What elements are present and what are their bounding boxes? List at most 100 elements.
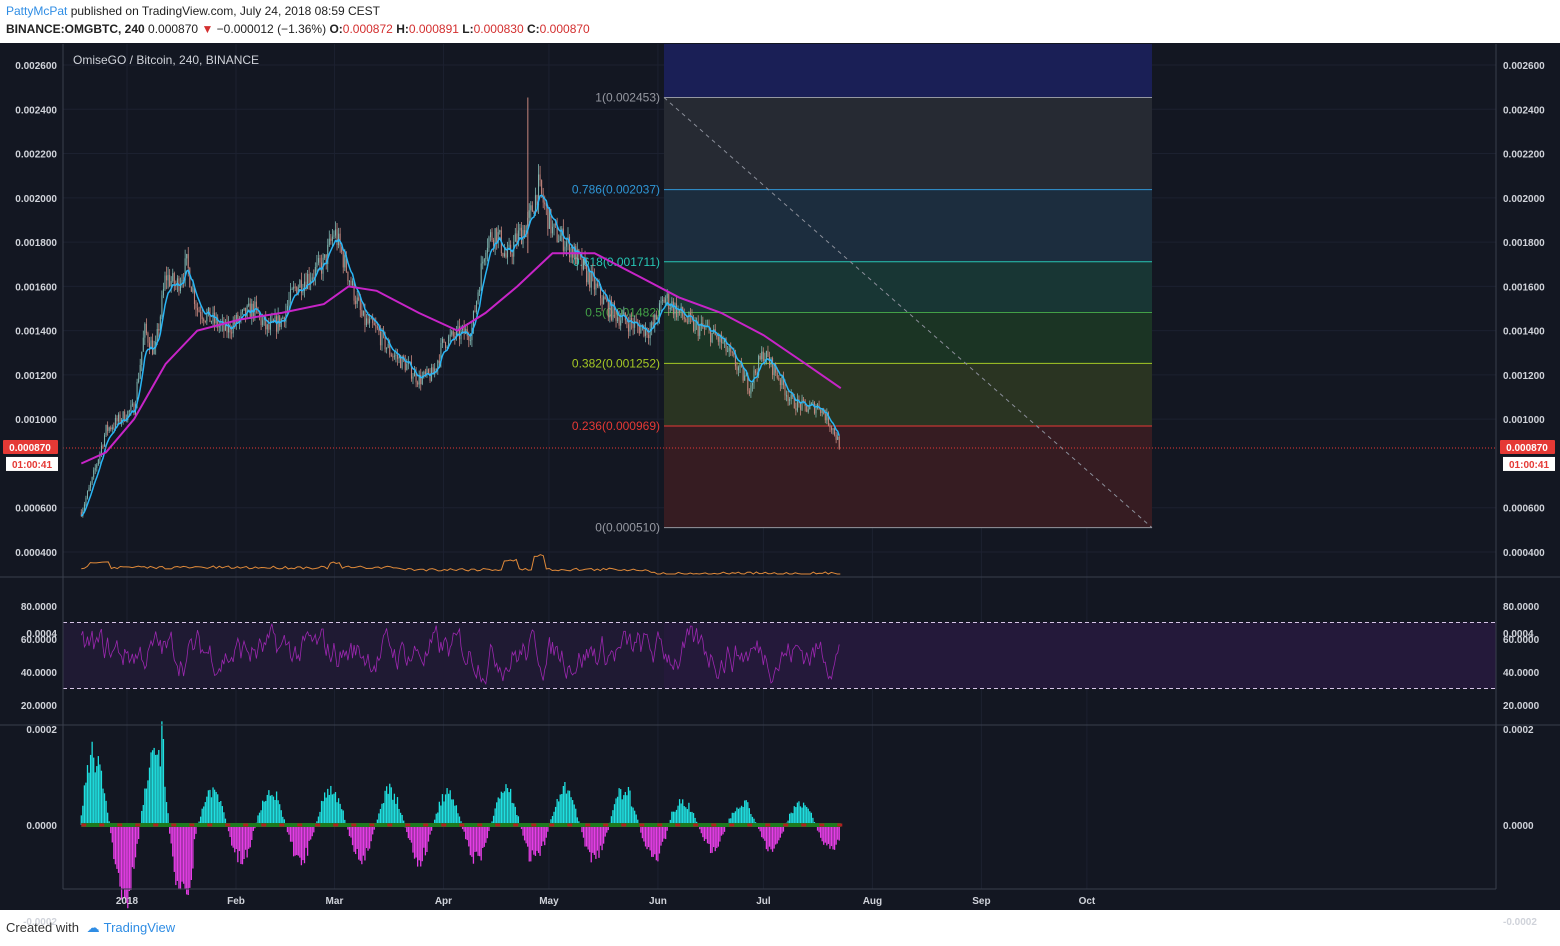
candle-body: [212, 312, 214, 322]
candle-body: [224, 321, 226, 331]
candle-body: [426, 369, 428, 375]
candle-body: [685, 318, 687, 322]
candle-body: [412, 376, 414, 379]
y-tick-left-0: 0.002600: [15, 61, 57, 72]
x-tick-5: Jun: [649, 896, 667, 907]
candle-body: [319, 258, 321, 263]
candle-body: [110, 427, 112, 430]
y-tick-left-9: 0.000600: [15, 504, 57, 515]
rsi-pane[interactable]: [63, 622, 1496, 689]
rsi-tick-right-3: 20.0000: [1503, 701, 1540, 712]
osc-tick-right-0: 0.0004: [1503, 629, 1534, 640]
tradingview-logo-icon[interactable]: ☁: [86, 920, 100, 935]
candle-body: [358, 297, 360, 301]
candle-body: [497, 232, 499, 243]
candle-body: [528, 210, 530, 218]
candle-body: [564, 246, 566, 251]
candle-body: [603, 296, 605, 304]
fib-zone-4: [664, 363, 1152, 427]
candle-body: [765, 350, 767, 360]
candle-body: [203, 319, 205, 321]
candle-body: [367, 318, 369, 324]
price-badge-bg-1: [1500, 439, 1555, 454]
candle-body: [299, 280, 301, 288]
candle-body: [496, 228, 498, 243]
candle-body: [593, 274, 595, 290]
candle-body: [710, 328, 712, 343]
tradingview-link[interactable]: TradingView: [103, 920, 176, 935]
oscillator-pane[interactable]: [80, 721, 843, 909]
candle-body: [479, 290, 481, 293]
candle-body: [111, 427, 113, 430]
candle-body: [838, 436, 840, 449]
candle-body: [581, 255, 583, 270]
countdown-bg-0: [6, 456, 58, 471]
candle-body: [750, 385, 752, 394]
candle-body: [489, 232, 491, 238]
candle-body: [350, 280, 352, 286]
candle-body: [530, 205, 532, 211]
candle-body: [598, 285, 600, 287]
candle-body: [184, 258, 186, 281]
candle-body: [832, 428, 834, 431]
fib-upper-zone: [664, 44, 1152, 98]
candle-body: [441, 338, 443, 343]
candle-body: [173, 273, 175, 286]
candle-body: [507, 248, 509, 258]
candle-body: [90, 483, 92, 488]
candle-body: [432, 367, 434, 375]
candle-body: [153, 347, 155, 355]
candle-body: [352, 280, 354, 286]
candle-body: [207, 307, 209, 314]
candle-body: [474, 310, 476, 312]
candle-body: [764, 359, 766, 362]
fibonacci-retracement[interactable]: 1(0.002453) 0.786(0.002037) 0.618(0.001711…: [572, 44, 1153, 535]
candle-body: [345, 255, 347, 272]
candle-body: [573, 246, 575, 258]
candle-body: [210, 321, 212, 323]
candle-body: [336, 229, 338, 246]
last-price: 0.000870: [148, 22, 199, 36]
candle-body: [237, 314, 239, 323]
candle-body: [725, 338, 727, 352]
candle-body: [503, 253, 505, 257]
candle-body: [415, 371, 417, 383]
candle-body: [296, 286, 298, 294]
candle-body: [379, 331, 381, 346]
candle-body: [672, 301, 674, 315]
candle-body: [263, 317, 265, 321]
candle-body: [755, 370, 757, 374]
y-tick-left-2: 0.002200: [15, 150, 57, 161]
candle-body: [508, 244, 510, 249]
candle-body: [541, 180, 543, 194]
candle-body: [248, 303, 250, 306]
candle-body: [166, 275, 168, 281]
candle-body: [820, 409, 822, 413]
candle-body: [618, 317, 620, 326]
candle-body: [317, 258, 319, 263]
candle-body: [699, 326, 701, 336]
author-link[interactable]: PattyMcPat: [6, 4, 68, 18]
candle-body: [105, 424, 107, 436]
x-tick-6: Jul: [756, 896, 771, 907]
candle-body: [458, 326, 460, 340]
candle-body: [762, 351, 764, 362]
candle-body: [469, 340, 471, 342]
candle-body: [720, 335, 722, 343]
osc-tick-right-3: -0.0002: [1503, 917, 1537, 928]
candle-body: [369, 319, 371, 324]
candle-body: [204, 320, 206, 322]
candle-body: [373, 323, 375, 326]
candle-body: [753, 370, 755, 383]
candle-body: [375, 325, 377, 327]
candle-body: [806, 405, 808, 412]
candle-body: [192, 287, 194, 292]
candle-body: [167, 274, 169, 281]
rsi-tick-right-0: 80.0000: [1503, 602, 1540, 613]
candle-body: [582, 258, 584, 270]
candle-body: [113, 427, 115, 429]
candle-body: [311, 277, 313, 281]
y-tick-left-5: 0.001600: [15, 282, 57, 293]
candle-body: [348, 280, 350, 282]
